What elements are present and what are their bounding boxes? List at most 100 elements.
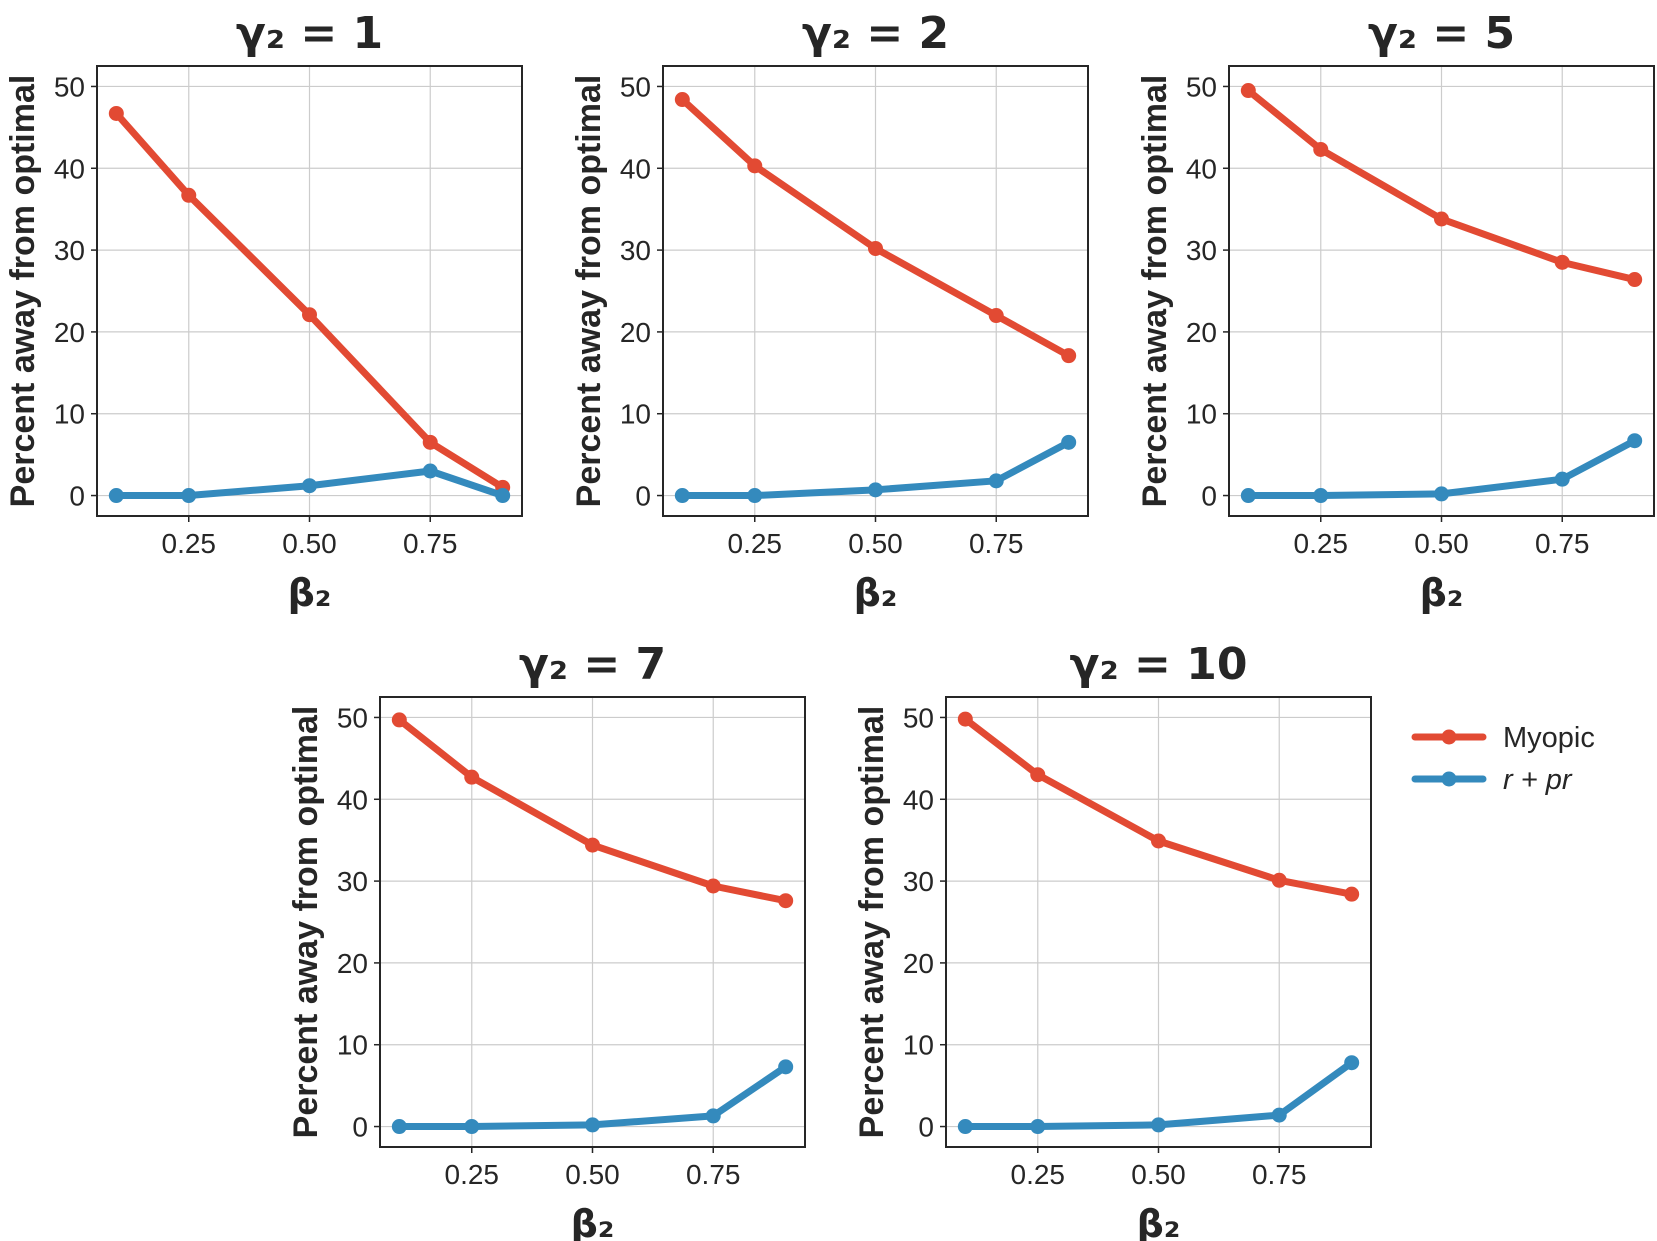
y-tick-label: 10 [620,399,651,430]
data-point-r-pr [1030,1119,1046,1135]
data-point-r-pr [868,482,883,498]
y-tick-label: 30 [337,866,368,897]
data-point-myopic [1554,254,1570,270]
chart-title: γ₂ = 7 [519,639,666,690]
x-tick-label: 0.50 [848,528,903,559]
data-point-r-pr [422,463,438,479]
data-point-r-pr [1627,433,1643,449]
x-axis-label: β₂ [1137,1202,1181,1241]
y-tick-label: 50 [54,71,85,102]
data-point-r-pr [181,488,197,504]
x-axis-label: β₂ [288,571,332,615]
y-tick-label: 50 [620,71,651,102]
y-tick-label: 40 [54,153,85,184]
y-tick-label: 40 [337,784,368,815]
data-point-r-pr [988,473,1004,489]
data-point-r-pr [1151,1117,1166,1133]
y-tick-label: 20 [1186,317,1217,348]
y-tick-label: 10 [54,399,85,430]
data-point-r-pr [1554,471,1570,487]
y-tick-label: 10 [903,1030,934,1061]
y-tick-label: 30 [620,235,651,266]
y-tick-label: 0 [918,1112,934,1143]
data-point-myopic [1271,872,1287,888]
legend-label-myopic: Myopic [1503,722,1595,754]
data-point-myopic [108,105,124,121]
y-tick-label: 50 [337,702,368,733]
chart-panel-5: 0 10 20 30 40 50 0.25 0.50 0.75 γ₂ = 10 β₂ Percent … [853,639,1372,1241]
data-point-myopic [391,712,407,728]
y-tick-label: 20 [337,948,368,979]
legend-marker-r-pr [1441,771,1457,787]
data-point-r-pr [1240,488,1256,504]
data-point-myopic [988,308,1004,324]
legend-marker-myopic [1441,729,1457,745]
y-tick-label: 20 [620,317,651,348]
x-tick-label: 0.50 [1131,1159,1186,1190]
x-tick-label: 0.75 [969,528,1024,559]
data-point-myopic [585,837,600,853]
chart-title: γ₂ = 5 [1368,8,1515,59]
y-tick-label: 30 [1186,235,1217,266]
x-tick-label: 0.25 [162,528,217,559]
x-tick-label: 0.25 [1011,1159,1066,1190]
y-tick-label: 40 [1186,153,1217,184]
data-point-r-pr [1271,1107,1287,1123]
y-tick-label: 30 [54,235,85,266]
y-tick-label: 20 [903,948,934,979]
x-tick-label: 0.75 [403,528,458,559]
y-tick-label: 0 [69,481,85,512]
x-tick-label: 0.25 [728,528,783,559]
y-tick-label: 20 [54,317,85,348]
y-tick-label: 50 [1186,71,1217,102]
data-point-myopic [1627,272,1643,288]
y-tick-label: 40 [620,153,651,184]
data-point-r-pr [674,488,690,504]
y-axis-label: Percent away from optimal [4,75,42,508]
data-point-myopic [957,711,973,727]
data-point-r-pr [464,1119,480,1135]
data-point-r-pr [747,488,763,504]
x-tick-label: 0.75 [1535,528,1590,559]
data-point-myopic [422,434,438,450]
x-tick-label: 0.50 [565,1159,620,1190]
x-axis-label: β₂ [1420,571,1464,615]
y-tick-label: 0 [352,1112,368,1143]
data-point-r-pr [495,488,511,504]
data-point-myopic [1434,211,1449,227]
data-point-myopic [778,893,794,909]
data-point-myopic [302,307,317,323]
data-point-r-pr [1434,486,1449,502]
y-tick-label: 40 [903,784,934,815]
data-point-r-pr [302,478,317,494]
x-axis-label: β₂ [854,571,898,615]
y-axis-label: Percent away from optimal [1136,75,1174,508]
data-point-r-pr [391,1119,407,1135]
y-tick-label: 30 [903,866,934,897]
chart-panel-3: 0 10 20 30 40 50 0.25 0.50 0.75 γ₂ = 5 β₂ Percent a… [1136,8,1655,615]
data-point-r-pr [1061,434,1077,450]
y-tick-label: 0 [635,481,651,512]
x-tick-label: 0.50 [1414,528,1469,559]
x-tick-label: 0.25 [445,1159,500,1190]
data-point-myopic [1061,348,1077,364]
legend-label-r-pr: r + pr [1503,764,1573,796]
data-point-r-pr [778,1059,794,1075]
y-tick-label: 10 [337,1030,368,1061]
data-point-myopic [181,187,197,203]
chart-panel-1: 0 10 20 30 40 50 0.25 0.50 0.75 γ₂ = 1 β₂ Percent a… [4,8,523,615]
y-tick-label: 0 [1201,481,1217,512]
data-point-myopic [1240,83,1256,99]
data-point-myopic [868,240,883,256]
x-tick-label: 0.75 [686,1159,741,1190]
x-tick-label: 0.75 [1252,1159,1307,1190]
data-point-r-pr [957,1119,973,1135]
x-tick-label: 0.25 [1294,528,1349,559]
data-point-r-pr [1313,488,1329,504]
chart-panel-4: 0 10 20 30 40 50 0.25 0.50 0.75 γ₂ = 7 β₂ Percent a… [287,639,806,1241]
y-axis-label: Percent away from optimal [287,706,325,1139]
x-tick-label: 0.50 [282,528,337,559]
chart-title: γ₂ = 1 [236,8,383,59]
legend: Myopic r + pr [1411,722,1595,796]
